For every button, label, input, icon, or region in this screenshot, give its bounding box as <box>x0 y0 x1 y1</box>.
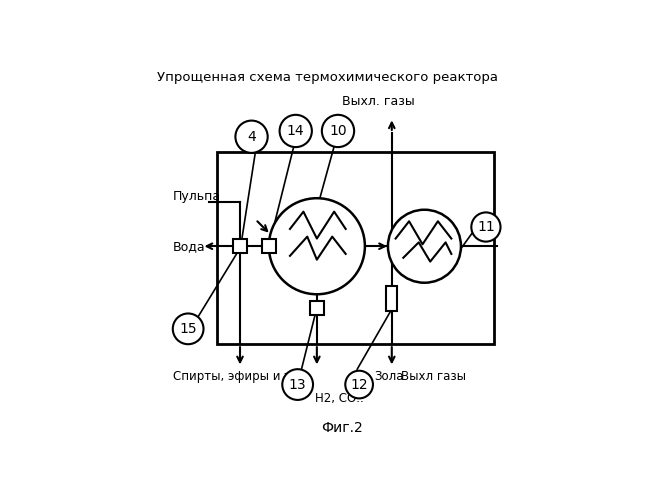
Circle shape <box>269 198 365 294</box>
Text: Выхл. газы: Выхл. газы <box>342 95 415 108</box>
Text: Спирты, эфиры и т.п.: Спирты, эфиры и т.п. <box>173 370 306 383</box>
Text: 14: 14 <box>287 124 305 138</box>
Ellipse shape <box>472 213 500 242</box>
Text: Зола: Зола <box>374 370 404 383</box>
Bar <box>217 152 494 344</box>
Circle shape <box>388 210 461 283</box>
Text: H2, СО..: H2, СО.. <box>315 392 364 405</box>
Ellipse shape <box>235 121 267 153</box>
Text: 13: 13 <box>289 378 306 392</box>
Bar <box>233 240 247 253</box>
Text: 4: 4 <box>247 130 256 144</box>
Text: Пульпа: Пульпа <box>173 190 221 203</box>
Bar <box>262 240 275 253</box>
Text: Выхл газы: Выхл газы <box>402 370 466 383</box>
Text: Вода: Вода <box>173 240 205 252</box>
Ellipse shape <box>322 115 354 147</box>
Bar <box>386 285 398 310</box>
Text: 11: 11 <box>477 220 495 234</box>
Text: 10: 10 <box>329 124 347 138</box>
Bar <box>310 301 323 315</box>
Ellipse shape <box>173 313 203 344</box>
Text: 15: 15 <box>179 322 197 336</box>
Ellipse shape <box>346 371 373 398</box>
Ellipse shape <box>282 369 313 400</box>
Text: Упрощенная схема термохимического реактора: Упрощенная схема термохимического реакто… <box>157 71 498 84</box>
Ellipse shape <box>279 115 312 147</box>
Text: 12: 12 <box>350 378 368 392</box>
Text: Фиг.2: Фиг.2 <box>321 421 363 435</box>
